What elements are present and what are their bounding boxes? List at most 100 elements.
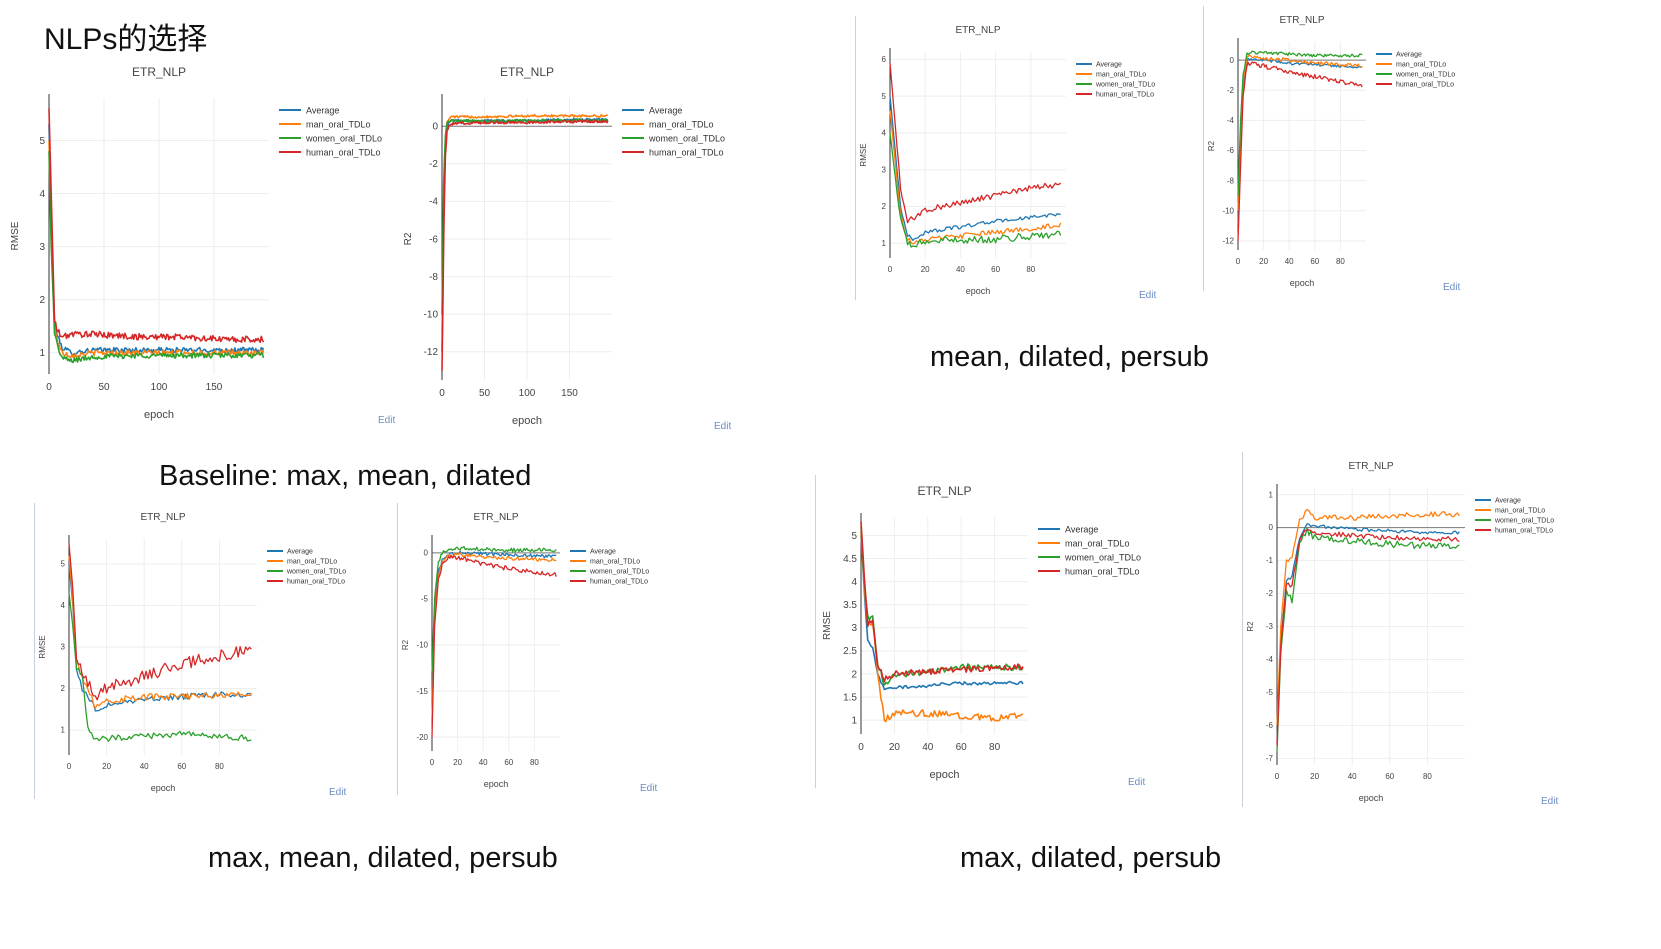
y-tick-label: 5: [882, 92, 887, 101]
legend-entry: human_oral_TDLo: [306, 147, 381, 157]
edit-link[interactable]: Edit: [1443, 282, 1461, 293]
legend-entry: human_oral_TDLo: [287, 579, 345, 586]
legend-entry: human_oral_TDLo: [1495, 528, 1553, 535]
x-tick-label: 0: [67, 762, 72, 771]
chart-max-mean-dilated-persub-rmse: ETR_NLP 0 20 40 60 80 1 2 3 4 5 epoch RMSE Average man…: [35, 503, 357, 799]
legend-entry: women_oral_TDLo: [1064, 552, 1141, 562]
chart-title: ETR_NLP: [140, 512, 185, 523]
series-line-man_oral_TDLo: [48, 140, 265, 359]
y-tick-label: 3: [39, 242, 45, 253]
series-line-man_oral_TDLo: [1237, 54, 1363, 211]
legend-entry: man_oral_TDLo: [590, 559, 640, 566]
x-tick-label: 150: [206, 382, 223, 393]
x-tick-label: 0: [439, 388, 445, 399]
y-tick-label: -6: [1227, 146, 1235, 155]
series-line-women_oral_TDLo: [441, 118, 609, 315]
divider: [34, 503, 35, 799]
legend-entry: Average: [306, 105, 339, 115]
series-line-women_oral_TDLo: [1237, 50, 1363, 196]
x-tick-label: 40: [956, 265, 965, 274]
legend-entry: man_oral_TDLo: [1495, 508, 1545, 515]
legend-entry: man_oral_TDLo: [1065, 538, 1130, 548]
legend-entry: man_oral_TDLo: [649, 119, 714, 129]
y-tick-label: -1: [1266, 556, 1274, 565]
y-tick-label: 2.5: [843, 646, 857, 657]
y-tick-label: 2: [61, 684, 66, 693]
legend-entry: man_oral_TDLo: [306, 119, 371, 129]
x-axis-label: epoch: [144, 409, 174, 421]
x-tick-label: 20: [453, 758, 462, 767]
x-axis-label: epoch: [966, 286, 991, 296]
y-tick-label: -5: [421, 595, 429, 604]
x-tick-label: 0: [888, 265, 893, 274]
legend-entry: women_oral_TDLo: [1095, 82, 1155, 89]
x-axis-label: epoch: [512, 415, 542, 427]
x-tick-label: 0: [1236, 257, 1241, 266]
chart-svg: ETR_NLP 0 50 100 150 1 2 3 4 5 epoch RMSE Average man…: [10, 65, 382, 421]
series-line-Average: [860, 535, 1024, 691]
legend-entry: human_oral_TDLo: [1096, 92, 1154, 99]
legend-entry: human_oral_TDLo: [1396, 82, 1454, 89]
slide-title: NLPs的选择: [44, 23, 208, 56]
series-line-man_oral_TDLo: [68, 555, 252, 710]
edit-link[interactable]: Edit: [378, 415, 396, 426]
x-axis-label: epoch: [484, 779, 509, 789]
chart-svg: ETR_NLP 0 50 100 150 0 -2 -4 -6 -8 -10 -12 epoch R2 Av…: [403, 65, 725, 427]
edit-link[interactable]: Edit: [714, 421, 732, 432]
chart-max-dilated-persub-r2: ETR_NLP 0 20 40 60 80 1 0 -1 -2 -3 -4 -5 -6 -7 epoch R2 A…: [1243, 452, 1565, 809]
x-tick-label: 150: [561, 388, 578, 399]
y-tick-label: -12: [424, 347, 439, 358]
y-tick-label: -8: [429, 272, 438, 283]
y-axis-label: R2: [403, 232, 414, 245]
x-tick-label: 50: [479, 388, 491, 399]
x-tick-label: 0: [858, 742, 864, 753]
legend-entry: women_oral_TDLo: [1494, 518, 1554, 525]
y-tick-label: -2: [1266, 589, 1274, 598]
y-axis-label: RMSE: [859, 143, 868, 166]
legend-entry: Average: [1065, 524, 1098, 534]
series-line-man_oral_TDLo: [1276, 508, 1460, 726]
y-tick-label: 4: [61, 601, 66, 610]
edit-link[interactable]: Edit: [1128, 777, 1146, 788]
y-tick-label: 1.5: [843, 692, 857, 703]
y-tick-label: 2: [851, 669, 857, 680]
series-line-human_oral_TDLo: [1276, 529, 1460, 746]
chart-title: ETR_NLP: [132, 65, 186, 79]
edit-link[interactable]: Edit: [329, 787, 347, 798]
y-tick-label: 1: [851, 715, 857, 726]
legend-entry: women_oral_TDLo: [1395, 72, 1455, 79]
y-tick-label: 3: [61, 643, 66, 652]
legend-entry: women_oral_TDLo: [589, 569, 649, 576]
edit-link[interactable]: Edit: [1139, 290, 1157, 301]
y-tick-label: 6: [882, 55, 887, 64]
edit-link[interactable]: Edit: [1541, 796, 1559, 807]
y-axis-label: RMSE: [38, 635, 47, 658]
y-tick-label: 0: [432, 122, 438, 133]
y-tick-label: 3.5: [843, 600, 857, 611]
chart-title: ETR_NLP: [1279, 15, 1324, 26]
legend-entry: human_oral_TDLo: [649, 147, 724, 157]
chart-svg: ETR_NLP 0 20 40 60 80 1 2 3 4 5 6 epoch RMSE Average ma…: [859, 25, 1155, 296]
legend-entry: Average: [590, 549, 616, 556]
edit-link[interactable]: Edit: [640, 783, 658, 794]
series-line-human_oral_TDLo: [860, 521, 1024, 683]
series-line-Average: [1276, 523, 1460, 742]
y-tick-label: 5: [39, 136, 45, 147]
x-axis-label: epoch: [1290, 278, 1315, 288]
y-tick-label: -12: [1222, 237, 1234, 246]
chart-title: ETR_NLP: [1348, 461, 1393, 472]
y-tick-label: -20: [416, 733, 428, 742]
chart-svg: ETR_NLP 0 20 40 60 80 0 -2 -4 -6 -8 -10 -12 epoch R2 Av…: [1207, 15, 1455, 288]
x-tick-label: 40: [922, 742, 934, 753]
chart-baseline-rmse: ETR_NLP 0 50 100 150 1 2 3 4 5 epoch RMSE Average man…: [4, 56, 397, 430]
y-tick-label: 2: [39, 295, 45, 306]
y-tick-label: 4: [39, 189, 45, 200]
x-tick-label: 80: [1423, 772, 1432, 781]
y-tick-label: 2: [882, 202, 887, 211]
divider: [397, 503, 398, 795]
y-tick-label: 5: [61, 560, 66, 569]
x-tick-label: 60: [504, 758, 513, 767]
x-tick-label: 60: [956, 742, 968, 753]
x-tick-label: 40: [140, 762, 149, 771]
x-tick-label: 80: [1336, 257, 1345, 266]
